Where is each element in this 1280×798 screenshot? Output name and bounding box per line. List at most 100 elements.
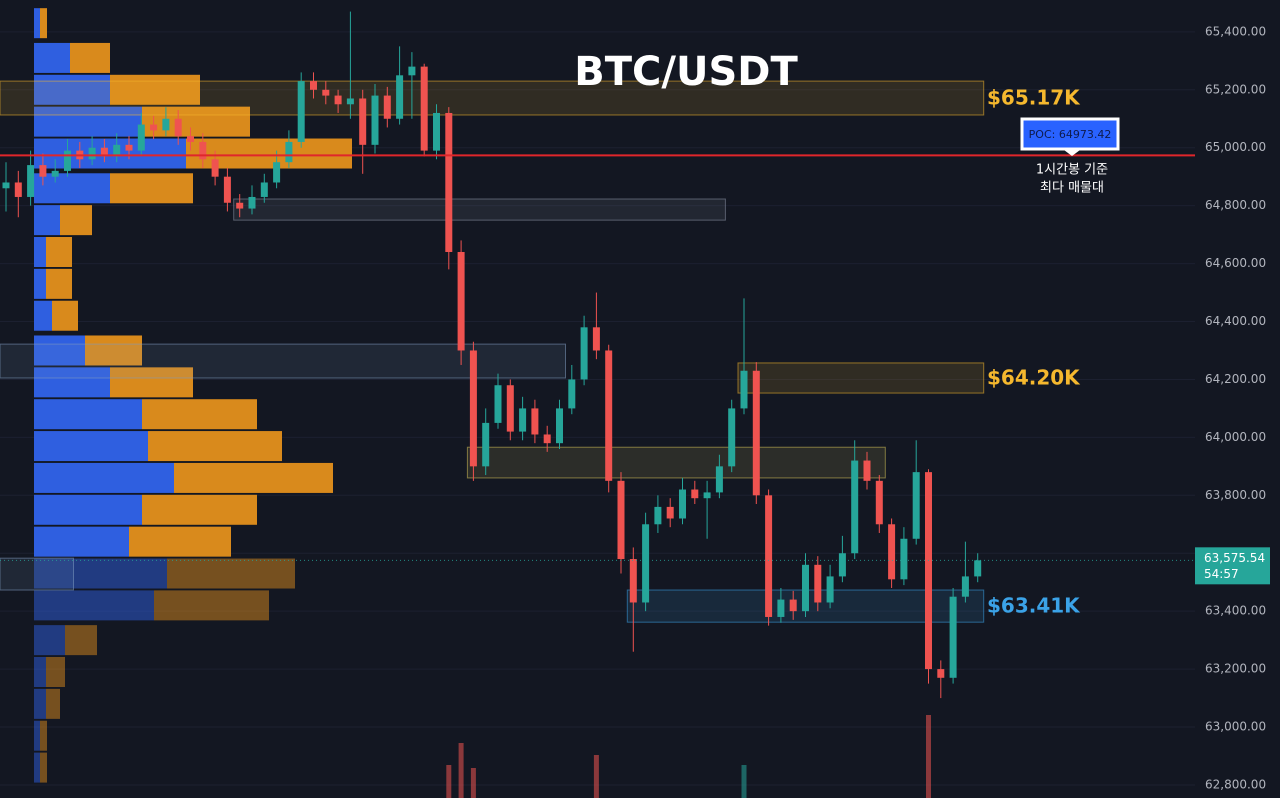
candle-body	[482, 422, 490, 467]
profile-sell	[52, 300, 78, 331]
y-tick-label: 63,000.00	[1205, 720, 1266, 734]
grid	[0, 31, 1195, 786]
volume-bar	[446, 765, 452, 798]
candle-body	[187, 136, 194, 142]
candle-body	[875, 480, 883, 525]
candle-body	[691, 489, 699, 499]
profile-buy	[34, 752, 40, 783]
candle-body	[605, 350, 613, 481]
candle-body	[420, 66, 428, 151]
candle-body	[925, 472, 932, 670]
candle-body	[974, 560, 982, 577]
candle-body	[174, 118, 182, 137]
candle-body	[27, 165, 35, 197]
candle-body	[39, 165, 47, 177]
y-tick-label: 64,400.00	[1205, 314, 1266, 328]
volume-bars	[446, 715, 931, 798]
candle-body	[371, 95, 379, 145]
candle-body	[408, 66, 416, 76]
candle-body	[100, 147, 108, 157]
candle-body	[703, 492, 711, 499]
candle-body	[556, 408, 563, 444]
profile-sell	[154, 590, 269, 621]
candle-body	[802, 564, 809, 612]
candle-body	[64, 150, 71, 171]
zone	[737, 362, 985, 394]
zone	[0, 557, 74, 591]
y-tick-label: 62,800.00	[1205, 777, 1266, 791]
candle-body	[814, 564, 822, 603]
candle-body	[2, 182, 10, 189]
candle-body	[961, 576, 969, 597]
profile-sell	[110, 367, 193, 398]
profile-sell	[70, 42, 110, 73]
y-tick-label: 64,800.00	[1205, 198, 1266, 212]
profile-sell	[186, 138, 352, 169]
profile-buy	[34, 558, 167, 589]
countdown: 54:57	[1204, 567, 1239, 581]
profile-buy	[34, 300, 52, 331]
candle-body	[445, 112, 453, 252]
candle-body	[310, 81, 317, 90]
y-tick-label: 65,200.00	[1205, 82, 1266, 96]
candle-body	[654, 506, 662, 525]
poc-note: 최다 매물대	[1040, 181, 1104, 196]
profile-sell	[60, 205, 92, 236]
candle-body	[396, 75, 404, 119]
poc-label: POC: 64973.42	[1029, 128, 1112, 141]
profile-sell	[174, 462, 333, 493]
candle-body	[51, 170, 59, 177]
candle-body	[211, 159, 219, 177]
y-tick-label: 64,200.00	[1205, 372, 1266, 386]
candle-body	[346, 98, 354, 105]
profile-buy	[34, 173, 110, 204]
volume-profile	[34, 8, 352, 783]
profile-buy	[34, 106, 142, 137]
profile-sell	[46, 688, 60, 719]
candle-body	[666, 506, 674, 519]
profile-sell	[40, 720, 47, 751]
candle-body	[285, 141, 293, 163]
zone-label: $65.17K	[987, 86, 1081, 110]
candle-body	[900, 538, 908, 580]
candle-body	[260, 182, 268, 197]
candle-body	[469, 350, 477, 467]
volume-bar	[593, 755, 599, 798]
candle-body	[851, 460, 859, 554]
candle-body	[543, 434, 551, 444]
y-tick-label: 65,400.00	[1205, 24, 1266, 38]
candle-body	[715, 466, 723, 493]
candle-body	[150, 124, 158, 131]
candle-body	[519, 408, 527, 432]
candle-body	[273, 162, 281, 183]
y-tick-label: 63,200.00	[1205, 662, 1266, 676]
profile-buy	[34, 268, 46, 299]
profile-buy	[34, 526, 129, 557]
volume-bar	[470, 768, 476, 798]
profile-buy	[34, 399, 142, 430]
chart-title: BTC/USDT	[574, 49, 798, 95]
profile-sell	[167, 558, 295, 589]
zone	[233, 198, 726, 221]
candle-body	[88, 147, 96, 160]
poc-note: 1시간봉 기준	[1036, 163, 1108, 178]
profile-buy	[34, 590, 154, 621]
candle-body	[617, 480, 625, 560]
profile-sell	[110, 173, 193, 204]
profile-sell	[46, 268, 72, 299]
candle-body	[506, 385, 514, 432]
zones	[0, 80, 985, 623]
candle-body	[826, 576, 834, 603]
candle-body	[937, 669, 945, 678]
zone-label: $63.41K	[987, 594, 1081, 618]
candle-body	[568, 379, 576, 409]
profile-sell	[129, 526, 231, 557]
volume-bar	[458, 743, 464, 798]
candle-body	[728, 408, 736, 467]
profile-sell	[46, 237, 72, 267]
profile-buy	[34, 237, 46, 267]
profile-sell	[40, 8, 47, 39]
candles	[2, 11, 982, 699]
profile-buy	[34, 335, 85, 366]
poc-pointer	[1064, 150, 1080, 156]
